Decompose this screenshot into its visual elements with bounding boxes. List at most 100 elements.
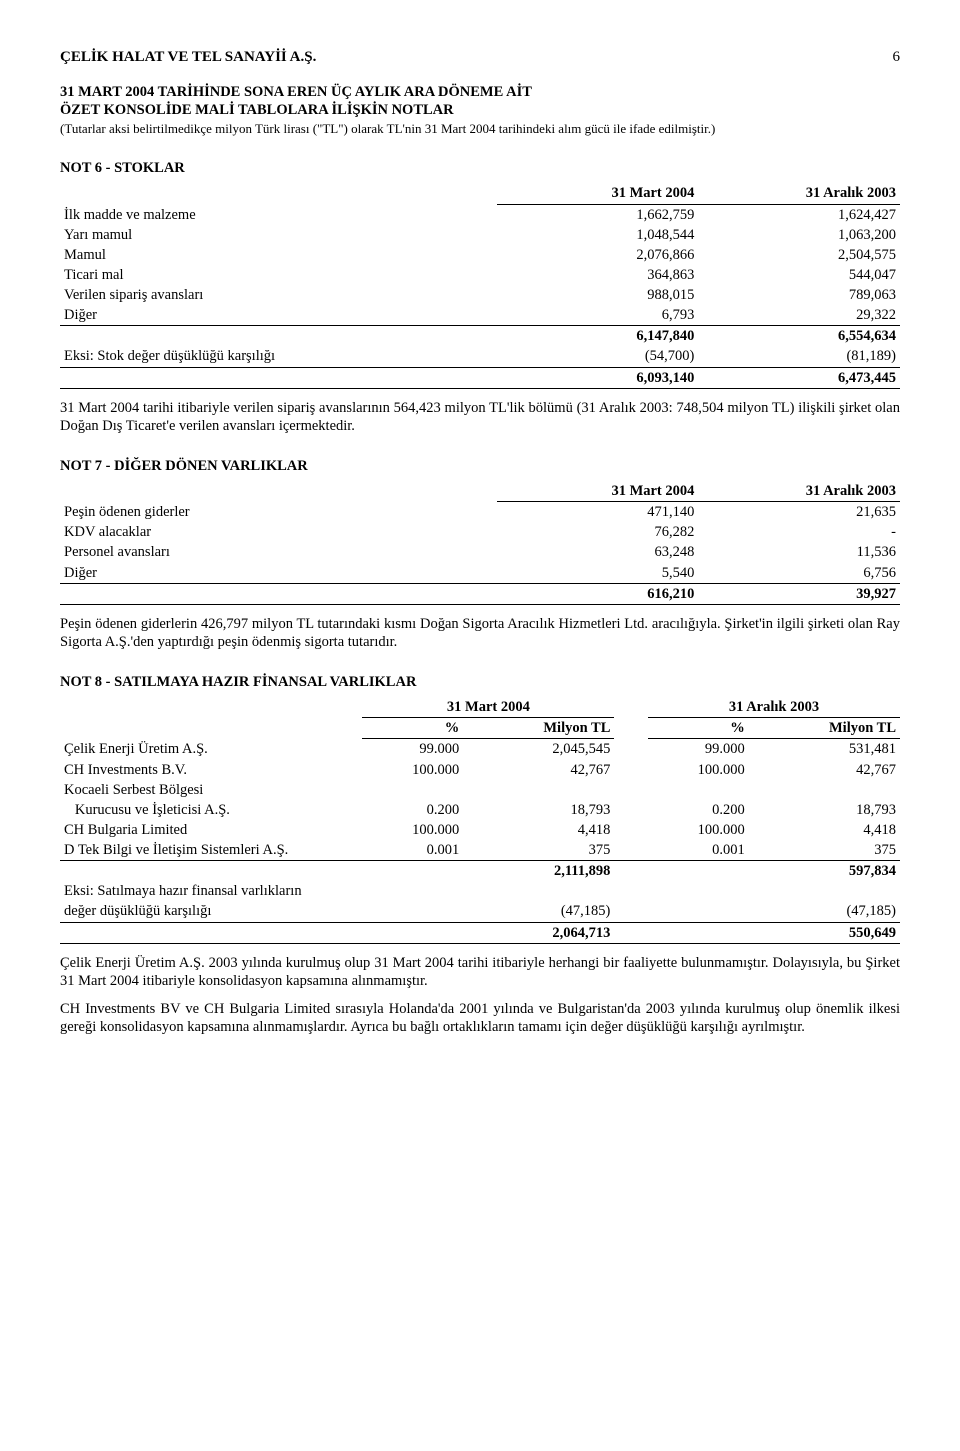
table-row: KDV alacaklar <box>60 522 497 542</box>
cell: 0.200 <box>648 800 749 820</box>
cell: 789,063 <box>698 285 900 305</box>
not8-table: 31 Mart 2004 31 Aralık 2003 % Milyon TL … <box>60 697 900 944</box>
cell: 1,624,427 <box>698 204 900 225</box>
cell: 1,063,200 <box>698 225 900 245</box>
cell: 42,767 <box>463 760 614 780</box>
cell: 375 <box>463 840 614 861</box>
company-name: ÇELİK HALAT VE TEL SANAYİİ A.Ş. <box>60 48 316 67</box>
table-row: Eksi: Stok değer düşüklüğü karşılığı <box>60 346 497 367</box>
total: 6,093,140 <box>497 367 699 388</box>
total: 550,649 <box>749 922 900 943</box>
col-head-1: 31 Mart 2004 <box>497 183 699 204</box>
total: 616,210 <box>497 583 699 604</box>
cell: 42,767 <box>749 760 900 780</box>
table-row: Verilen sipariş avansları <box>60 285 497 305</box>
table-row: Yarı mamul <box>60 225 497 245</box>
cell: 2,045,545 <box>463 739 614 760</box>
not6-table: 31 Mart 2004 31 Aralık 2003 İlk madde ve… <box>60 183 900 388</box>
not6-title: NOT 6 - STOKLAR <box>60 159 900 177</box>
table-row: Peşin ödenen giderler <box>60 502 497 523</box>
cell: 11,536 <box>698 542 900 562</box>
cell: 4,418 <box>749 820 900 840</box>
cell: 6,793 <box>497 305 699 326</box>
cell: 100.000 <box>648 820 749 840</box>
cell: 364,863 <box>497 265 699 285</box>
cell: 18,793 <box>749 800 900 820</box>
table-row: Ticari mal <box>60 265 497 285</box>
cell: 63,248 <box>497 542 699 562</box>
cell: 0.001 <box>648 840 749 861</box>
cell: 6,756 <box>698 563 900 584</box>
table-row: CH Investments B.V. <box>60 760 362 780</box>
cell: 21,635 <box>698 502 900 523</box>
cell: 29,322 <box>698 305 900 326</box>
cell: 544,047 <box>698 265 900 285</box>
cell: 531,481 <box>749 739 900 760</box>
group-head-2: 31 Aralık 2003 <box>648 697 900 718</box>
cell: (47,185) <box>749 901 900 922</box>
col-head-2: 31 Aralık 2003 <box>698 481 900 502</box>
cell: 0.001 <box>362 840 463 861</box>
cell: 99.000 <box>362 739 463 760</box>
table-row: Diğer <box>60 305 497 326</box>
cell: 99.000 <box>648 739 749 760</box>
col-head-1: 31 Mart 2004 <box>497 481 699 502</box>
subtotal: 6,554,634 <box>698 326 900 347</box>
cell: 4,418 <box>463 820 614 840</box>
eksi-line1: Eksi: Satılmaya hazır finansal varlıklar… <box>60 881 362 901</box>
table-row: Mamul <box>60 245 497 265</box>
subtotal: 2,111,898 <box>463 861 614 882</box>
cell: 76,282 <box>497 522 699 542</box>
cell: 1,048,544 <box>497 225 699 245</box>
cell: 5,540 <box>497 563 699 584</box>
amt-head: Milyon TL <box>749 718 900 739</box>
not8-title: NOT 8 - SATILMAYA HAZIR FİNANSAL VARLIKL… <box>60 673 900 691</box>
cell: 2,504,575 <box>698 245 900 265</box>
cell <box>749 780 900 800</box>
subheader-note: (Tutarlar aksi belirtilmedikçe milyon Tü… <box>60 121 900 137</box>
col-head-2: 31 Aralık 2003 <box>698 183 900 204</box>
cell <box>362 780 463 800</box>
table-row: Personel avansları <box>60 542 497 562</box>
cell: 0.200 <box>362 800 463 820</box>
page-number: 6 <box>893 48 901 67</box>
table-row: Kocaeli Serbest Bölgesi <box>60 780 362 800</box>
table-row: CH Bulgaria Limited <box>60 820 362 840</box>
cell: (81,189) <box>698 346 900 367</box>
not8-paragraph-2: CH Investments BV ve CH Bulgaria Limited… <box>60 1000 900 1036</box>
cell <box>463 780 614 800</box>
subheader-line2: ÖZET KONSOLİDE MALİ TABLOLARA İLİŞKİN NO… <box>60 101 900 119</box>
cell: 375 <box>749 840 900 861</box>
not6-paragraph: 31 Mart 2004 tarihi itibariyle verilen s… <box>60 399 900 435</box>
cell: - <box>698 522 900 542</box>
cell: (54,700) <box>497 346 699 367</box>
not7-title: NOT 7 - DİĞER DÖNEN VARLIKLAR <box>60 457 900 475</box>
total: 39,927 <box>698 583 900 604</box>
cell: 988,015 <box>497 285 699 305</box>
subtotal: 597,834 <box>749 861 900 882</box>
subtotal: 6,147,840 <box>497 326 699 347</box>
cell <box>648 780 749 800</box>
pct-head: % <box>362 718 463 739</box>
amt-head: Milyon TL <box>463 718 614 739</box>
pct-head: % <box>648 718 749 739</box>
subheader-line1: 31 MART 2004 TARİHİNDE SONA EREN ÜÇ AYLI… <box>60 83 900 101</box>
table-row: D Tek Bilgi ve İletişim Sistemleri A.Ş. <box>60 840 362 861</box>
table-row: Çelik Enerji Üretim A.Ş. <box>60 739 362 760</box>
cell: 100.000 <box>648 760 749 780</box>
cell: 471,140 <box>497 502 699 523</box>
table-row: Kurucusu ve İşleticisi A.Ş. <box>60 800 362 820</box>
table-row: İlk madde ve malzeme <box>60 204 497 225</box>
table-row: Diğer <box>60 563 497 584</box>
not7-paragraph: Peşin ödenen giderlerin 426,797 milyon T… <box>60 615 900 651</box>
cell: 2,076,866 <box>497 245 699 265</box>
cell: 18,793 <box>463 800 614 820</box>
not8-paragraph-1: Çelik Enerji Üretim A.Ş. 2003 yılında ku… <box>60 954 900 990</box>
group-head-1: 31 Mart 2004 <box>362 697 614 718</box>
not7-table: 31 Mart 2004 31 Aralık 2003 Peşin ödenen… <box>60 481 900 605</box>
cell: (47,185) <box>463 901 614 922</box>
eksi-line2: değer düşüklüğü karşılığı <box>60 901 362 922</box>
cell: 100.000 <box>362 760 463 780</box>
cell: 100.000 <box>362 820 463 840</box>
total: 2,064,713 <box>463 922 614 943</box>
